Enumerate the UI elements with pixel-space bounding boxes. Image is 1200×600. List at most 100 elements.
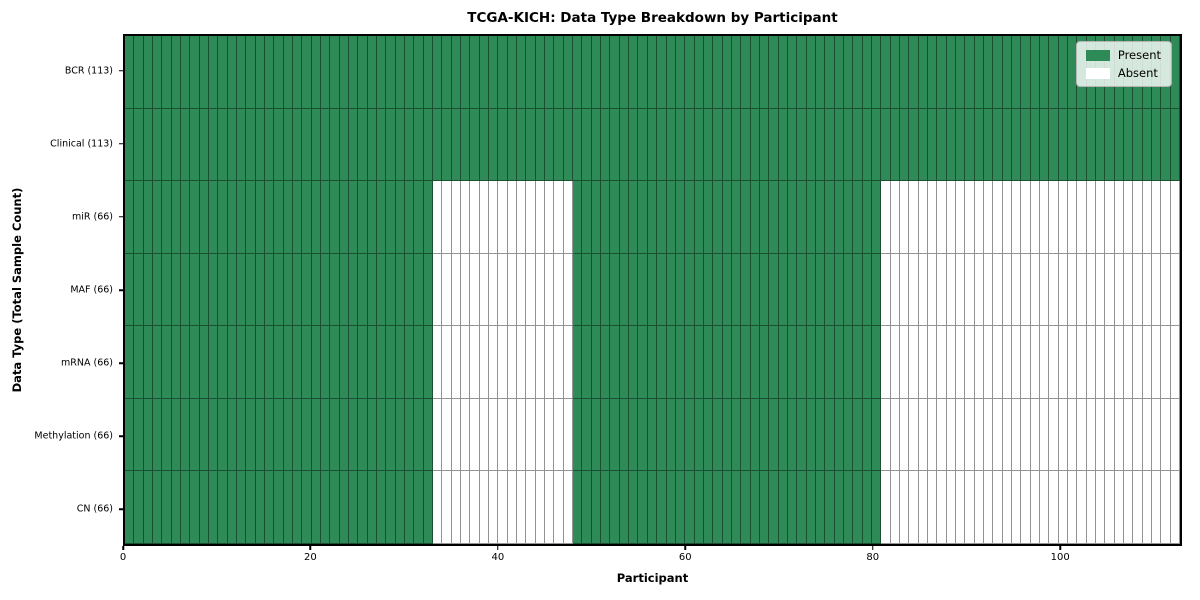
heatmap-cell: [713, 398, 723, 472]
heatmap-cell: [675, 398, 686, 472]
x-tick-mark: [122, 546, 124, 550]
heatmap-cell: [143, 398, 153, 472]
heatmap-cell: [302, 471, 312, 544]
heatmap-cell: [1095, 326, 1106, 399]
heatmap-cell: [246, 326, 256, 399]
heatmap-cell: [1123, 398, 1134, 472]
heatmap-cell: [871, 253, 882, 327]
heatmap-cell: [1011, 398, 1022, 472]
heatmap-cell: [171, 108, 182, 182]
heatmap-cell: [1086, 471, 1096, 544]
heatmap-cell: [946, 36, 956, 109]
heatmap-cell: [489, 326, 499, 399]
plot-area: Present Absent: [123, 34, 1182, 546]
heatmap-cell: [1161, 326, 1171, 399]
heatmap-cell: [171, 36, 182, 109]
heatmap-cell: [601, 471, 611, 544]
heatmap-cell: [218, 398, 228, 472]
heatmap-cell: [573, 36, 583, 109]
heatmap-cell: [451, 181, 462, 254]
heatmap-cell: [479, 253, 490, 327]
heatmap-cell: [442, 108, 452, 182]
heatmap-cell: [218, 108, 228, 182]
heatmap-cell: [209, 398, 219, 472]
heatmap-cell: [1002, 253, 1012, 327]
heatmap-cell: [862, 398, 872, 472]
heatmap-cell: [610, 326, 620, 399]
heatmap-cell: [573, 471, 583, 544]
heatmap-cell: [1030, 398, 1040, 472]
heatmap-cell: [386, 253, 396, 327]
heatmap-cell: [1011, 36, 1022, 109]
heatmap-cell: [787, 398, 798, 472]
y-tick-mark: [119, 142, 123, 145]
heatmap-cell: [993, 181, 1003, 254]
heatmap-cell: [125, 326, 135, 399]
x-tick-label: 100: [1050, 552, 1070, 563]
heatmap-cell: [1123, 181, 1134, 254]
heatmap-cell: [675, 108, 686, 182]
y-tick-label: Methylation (66): [34, 430, 113, 442]
heatmap-cell: [694, 181, 704, 254]
heatmap-cell: [507, 181, 518, 254]
heatmap-cell: [293, 181, 303, 254]
heatmap-cell: [517, 398, 527, 472]
heatmap-cell: [237, 181, 247, 254]
heatmap-cell: [871, 471, 882, 544]
heatmap-cell: [395, 253, 406, 327]
heatmap-cell: [367, 326, 378, 399]
heatmap-cell: [1170, 471, 1180, 544]
heatmap-cell: [815, 326, 826, 399]
heatmap-cell: [563, 108, 574, 182]
heatmap-cell: [843, 181, 854, 254]
heatmap-cell: [937, 36, 947, 109]
heatmap-cell: [190, 181, 200, 254]
heatmap-cell: [647, 471, 658, 544]
heatmap-cell: [1058, 398, 1068, 472]
heatmap-cell: [937, 398, 947, 472]
heatmap-cell: [377, 398, 387, 472]
heatmap-cell: [731, 36, 742, 109]
heatmap-cell: [657, 36, 667, 109]
heatmap-cell: [246, 471, 256, 544]
heatmap-cell: [1049, 108, 1059, 182]
heatmap-cell: [1142, 253, 1152, 327]
heatmap-cell: [265, 36, 275, 109]
legend-label: Present: [1117, 48, 1161, 62]
heatmap-cell: [302, 253, 312, 327]
heatmap-cell: [862, 181, 872, 254]
heatmap-cell: [265, 471, 275, 544]
heatmap-cell: [713, 253, 723, 327]
heatmap-cell: [265, 326, 275, 399]
heatmap-cell: [199, 471, 210, 544]
heatmap-cell: [563, 471, 574, 544]
heatmap-cell: [1123, 253, 1134, 327]
heatmap-cell: [890, 181, 900, 254]
heatmap-cell: [1161, 181, 1171, 254]
heatmap-cell: [806, 326, 816, 399]
heatmap-cell: [479, 471, 490, 544]
heatmap-cell: [601, 181, 611, 254]
heatmap-cell: [171, 398, 182, 472]
heatmap-cell: [843, 326, 854, 399]
heatmap-cell: [610, 253, 620, 327]
heatmap-cell: [302, 181, 312, 254]
heatmap-cell: [405, 398, 415, 472]
heatmap-cell: [983, 253, 994, 327]
heatmap-cell: [1021, 471, 1031, 544]
heatmap-cell: [339, 326, 350, 399]
heatmap-cell: [703, 181, 714, 254]
heatmap-cell: [517, 326, 527, 399]
heatmap-cell: [787, 36, 798, 109]
heatmap-cell: [125, 471, 135, 544]
heatmap-cell: [638, 36, 648, 109]
heatmap-cell: [134, 326, 144, 399]
heatmap-cell: [573, 398, 583, 472]
heatmap-cell: [965, 36, 975, 109]
heatmap-cell: [778, 108, 788, 182]
heatmap-cell: [199, 181, 210, 254]
heatmap-cell: [545, 36, 555, 109]
heatmap-cell: [489, 36, 499, 109]
heatmap-cell: [927, 398, 938, 472]
heatmap-cell: [927, 108, 938, 182]
